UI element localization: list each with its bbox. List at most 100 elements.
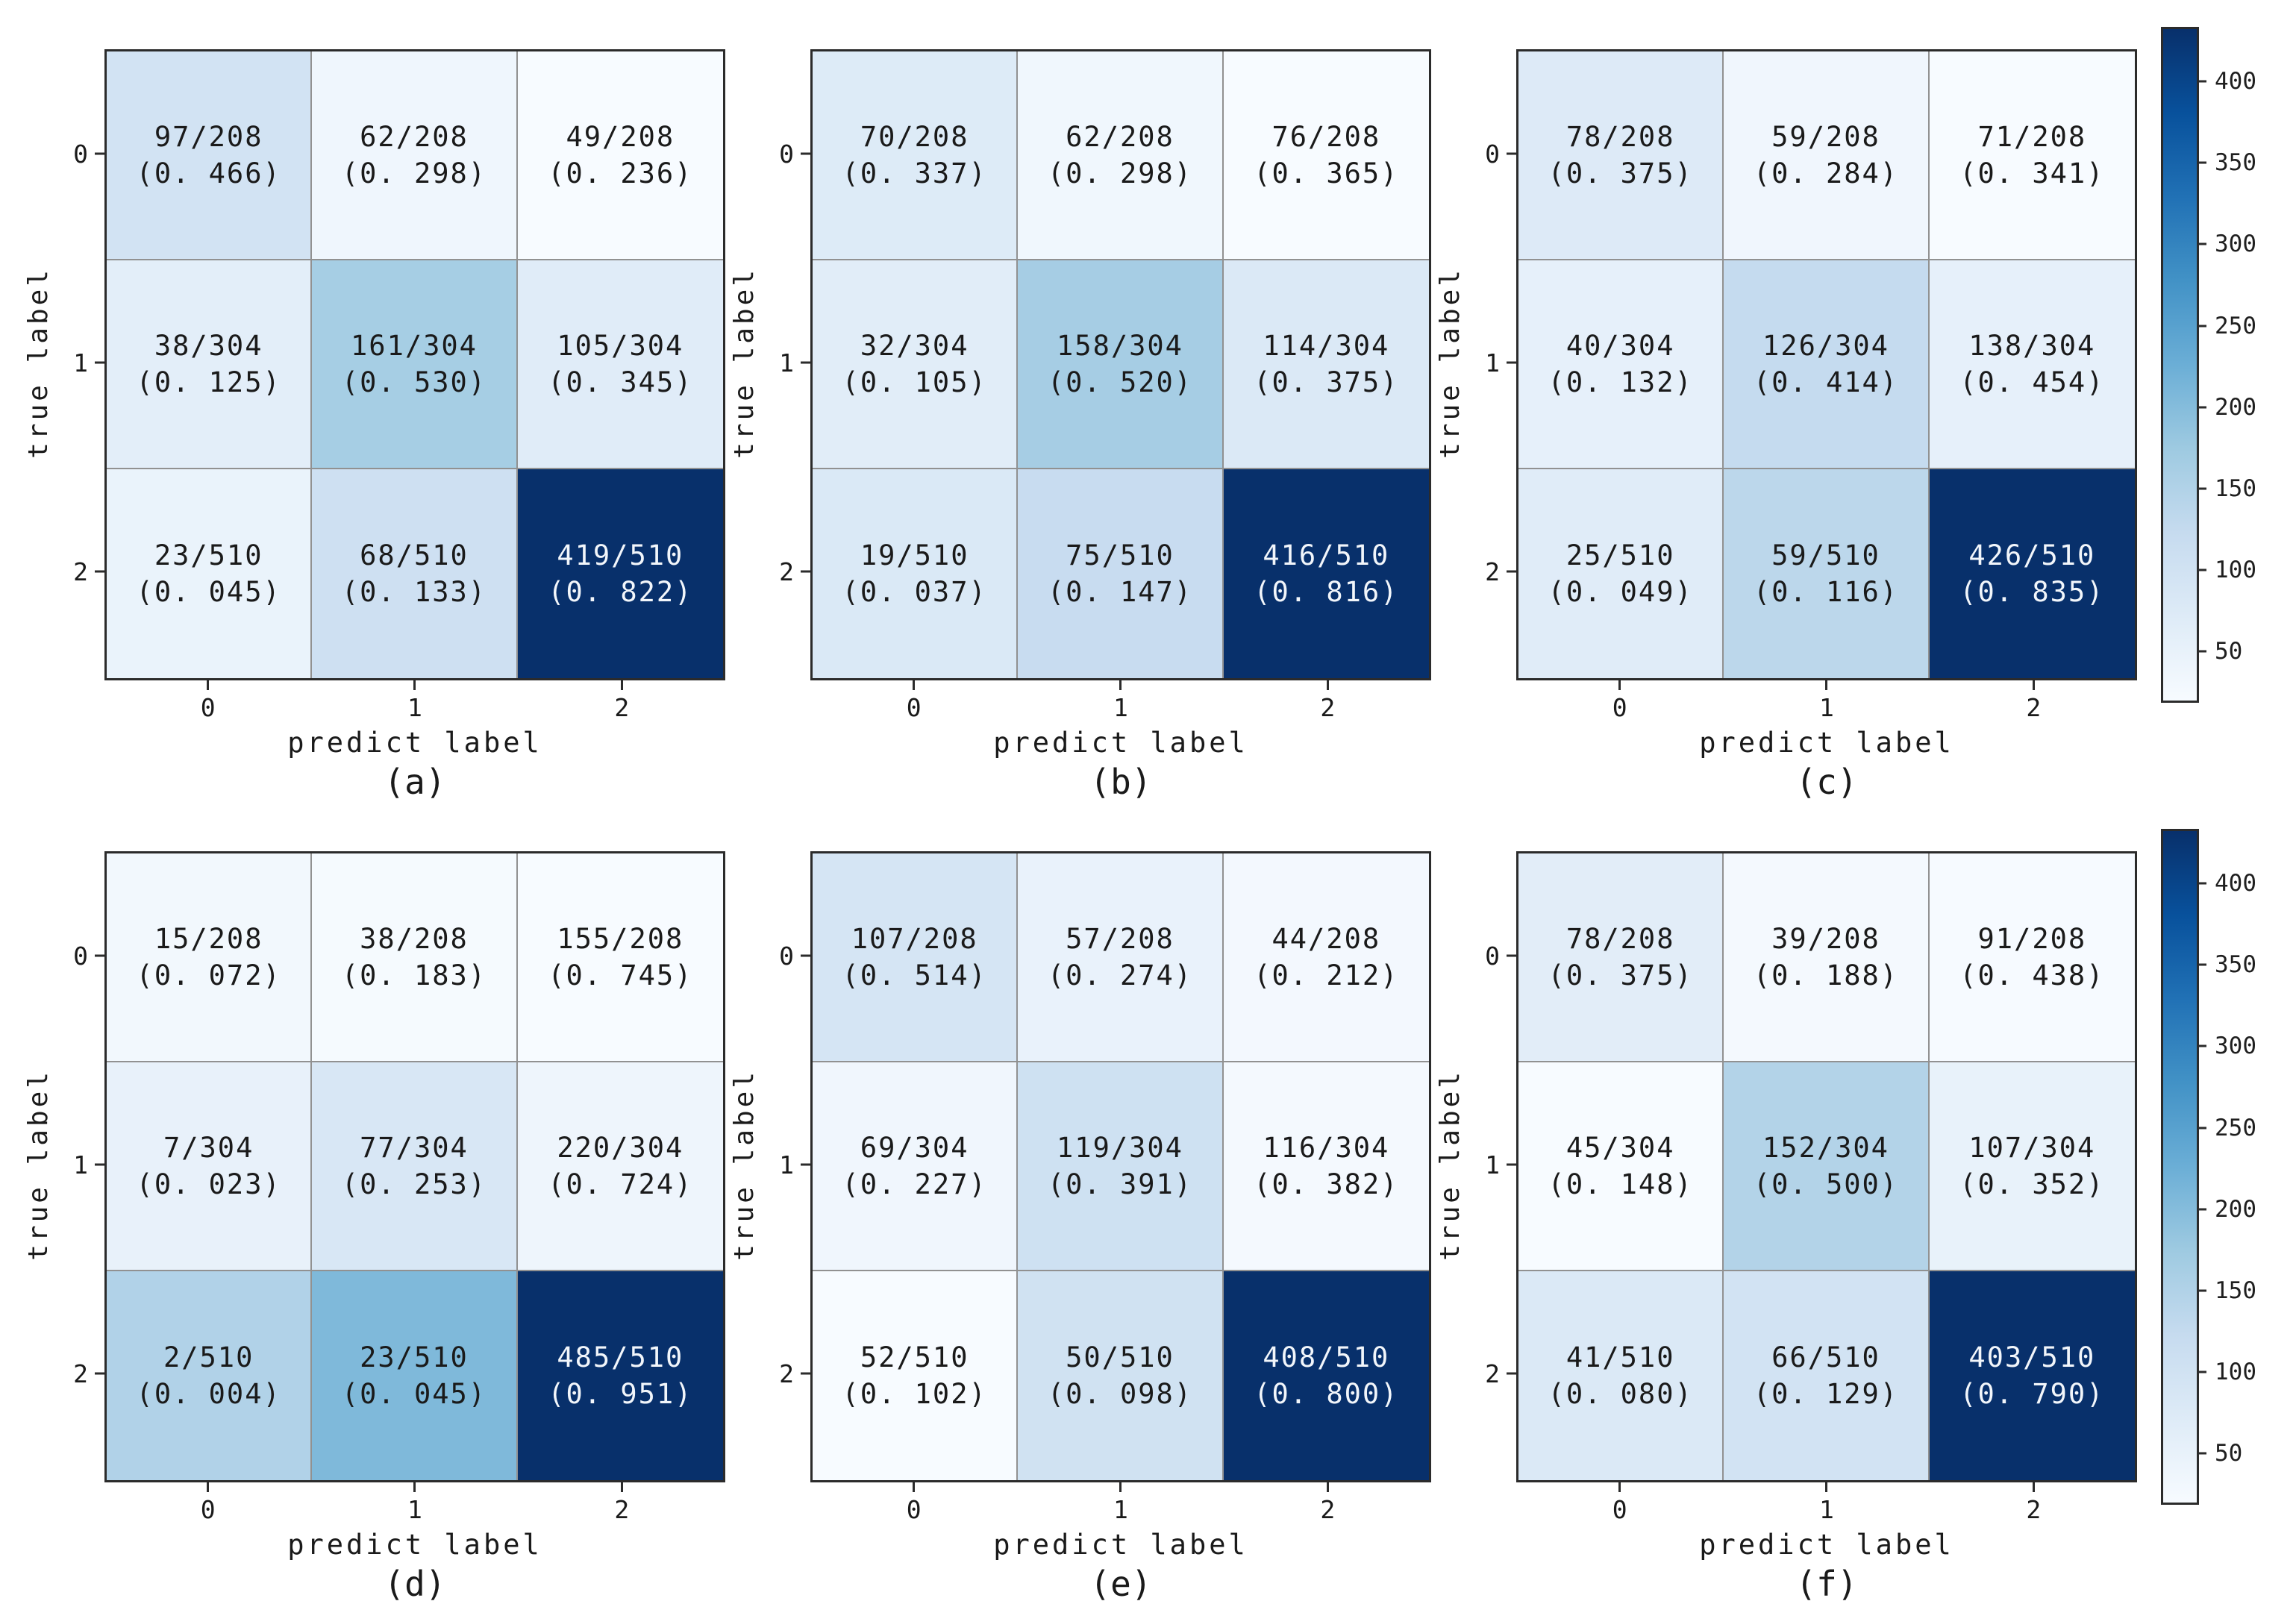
cell-count: 38/208 <box>360 922 469 955</box>
y-tick-label: 2 <box>1469 467 1516 676</box>
cell-count: 25/510 <box>1565 539 1675 571</box>
cell-fraction: (0. 183) <box>341 959 487 991</box>
subplot-caption: (e) <box>1089 1564 1152 1604</box>
cell-count: 41/510 <box>1565 1341 1675 1373</box>
y-tick-label: 1 <box>1469 258 1516 467</box>
cell-count: 68/510 <box>360 539 469 571</box>
x-tick-label: 1 <box>1113 693 1128 722</box>
cell-count: 19/510 <box>860 539 969 571</box>
cell-fraction: (0. 530) <box>341 366 487 398</box>
cell-fraction: (0. 298) <box>1047 157 1193 189</box>
x-tick-label: 1 <box>407 693 422 722</box>
x-tick-mark <box>913 1482 916 1492</box>
colorbar-tick-mark <box>2197 406 2206 409</box>
x-tick: 2 <box>519 1482 725 1524</box>
cell-fraction: (0. 454) <box>1959 366 2105 398</box>
y-axis-label: true label <box>23 266 54 459</box>
cell-count: 78/208 <box>1565 120 1675 153</box>
cell-count: 77/304 <box>360 1131 469 1164</box>
cell-fraction: (0. 800) <box>1254 1378 1399 1410</box>
cell-fraction: (0. 951) <box>548 1378 693 1410</box>
cell-count: 70/208 <box>860 120 969 153</box>
cell-count: 23/510 <box>154 539 263 571</box>
x-tick-mark <box>1825 1482 1828 1492</box>
y-tick-label: 2 <box>763 1269 810 1478</box>
cell-count: 161/304 <box>351 329 478 362</box>
y-tick-label: 0 <box>57 851 104 1060</box>
x-tick-label: 0 <box>200 1495 216 1524</box>
cell-fraction: (0. 341) <box>1959 157 2105 189</box>
matrix-cell: 32/304 (0. 105) <box>813 260 1019 469</box>
cell-fraction: (0. 822) <box>548 576 693 608</box>
x-tick-mark <box>1618 1482 1621 1492</box>
colorbar-tick-label: 350 <box>2215 951 2256 979</box>
matrix-cell: 40/304 (0. 132) <box>1518 260 1724 469</box>
colorbar-tick-mark <box>2197 1127 2206 1130</box>
colorbar-tick-mark <box>2197 80 2206 83</box>
y-tick-label: 1 <box>763 1060 810 1269</box>
x-axis-label: predict label <box>1699 727 1954 759</box>
colorbar-tick-label: 150 <box>2215 475 2256 503</box>
cell-fraction: (0. 133) <box>341 576 487 608</box>
cell-fraction: (0. 080) <box>1548 1378 1693 1410</box>
colorbar-tick-label: 100 <box>2215 1359 2256 1386</box>
x-tick-mark <box>620 1482 623 1492</box>
x-axis-label: predict label <box>1699 1529 1954 1561</box>
cell-fraction: (0. 098) <box>1047 1378 1193 1410</box>
matrix-cell: 220/304 (0. 724) <box>517 1062 723 1271</box>
matrix-cell: 119/304 (0. 391) <box>1018 1062 1224 1271</box>
subplot-caption: (b) <box>1089 762 1152 802</box>
colorbar-tick-mark <box>2197 487 2206 490</box>
colorbar-tick-label: 350 <box>2215 149 2256 177</box>
y-tick-label: 1 <box>57 258 104 467</box>
x-tick-label: 1 <box>1819 1495 1834 1524</box>
cell-count: 7/304 <box>163 1131 254 1164</box>
cell-fraction: (0. 298) <box>341 157 487 189</box>
matrix-cell: 44/208 (0. 212) <box>1223 853 1429 1062</box>
cell-count: 408/510 <box>1263 1341 1390 1373</box>
cell-count: 45/304 <box>1565 1131 1675 1164</box>
x-tick-label: 1 <box>1819 693 1834 722</box>
cell-count: 426/510 <box>1968 539 2096 571</box>
matrix-cell: 116/304 (0. 382) <box>1223 1062 1429 1271</box>
cell-fraction: (0. 037) <box>842 576 987 608</box>
cell-count: 75/510 <box>1066 539 1174 571</box>
matrix-cell: 155/208 (0. 745) <box>517 853 723 1062</box>
colorbar-tick-label: 150 <box>2215 1277 2256 1305</box>
x-tick: 2 <box>1930 680 2137 722</box>
cell-count: 2/510 <box>163 1341 254 1373</box>
y-tick-label: 2 <box>57 467 104 676</box>
matrix-cell: 19/510 (0. 037) <box>813 469 1019 678</box>
x-tick-mark <box>207 1482 210 1492</box>
x-tick-mark <box>620 680 623 690</box>
x-axis-ticks: 0 1 2 <box>810 680 1431 722</box>
cell-count: 91/208 <box>1977 922 2087 955</box>
confusion-matrix-a: 97/208 (0. 466) 62/208 (0. 298) 49/208 (0. 23… <box>104 49 725 680</box>
colorbar-tick-mark <box>2197 242 2206 245</box>
matrix-cell: 45/304 (0. 148) <box>1518 1062 1724 1271</box>
matrix-cell: 416/510 (0. 816) <box>1223 469 1429 678</box>
cell-fraction: (0. 274) <box>1047 959 1193 991</box>
cell-fraction: (0. 816) <box>1254 576 1399 608</box>
matrix-cell: 485/510 (0. 951) <box>517 1271 723 1480</box>
y-axis-label: true label <box>1435 1068 1466 1261</box>
x-tick-mark <box>1618 680 1621 690</box>
x-axis-ticks: 0 1 2 <box>104 1482 725 1524</box>
cell-count: 23/510 <box>360 1341 469 1373</box>
cell-count: 126/304 <box>1762 329 1889 362</box>
cell-fraction: (0. 466) <box>136 157 281 189</box>
colorbar-tick-label: 300 <box>2215 231 2256 258</box>
colorbar-tick-mark <box>2197 1289 2206 1292</box>
matrix-cell: 49/208 (0. 236) <box>517 51 723 260</box>
x-tick: 0 <box>810 680 1017 722</box>
cell-fraction: (0. 365) <box>1254 157 1399 189</box>
cell-fraction: (0. 188) <box>1753 959 1899 991</box>
colorbar-tick-label: 400 <box>2215 869 2256 897</box>
cell-fraction: (0. 125) <box>136 366 281 398</box>
y-tick-label: 0 <box>1469 49 1516 258</box>
colorbar-tick-mark <box>2197 1044 2206 1047</box>
